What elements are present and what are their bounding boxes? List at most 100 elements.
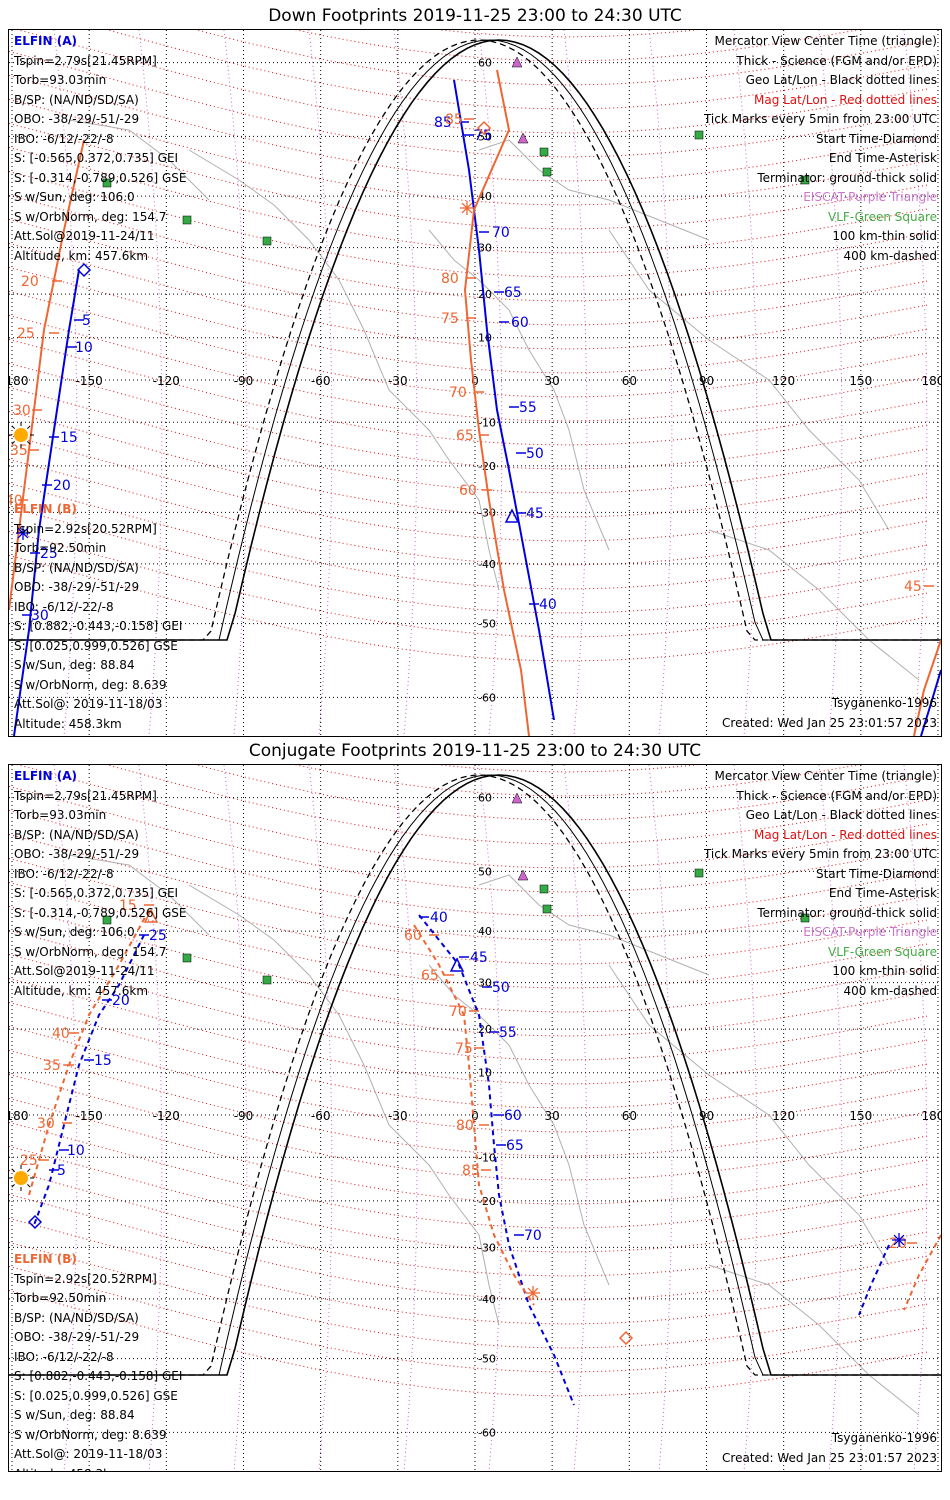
coastline <box>708 529 920 681</box>
vlf-square <box>539 147 549 157</box>
elfin-a-label: 25 <box>40 546 58 562</box>
model-label-conjugate: Tsyganenko-1996 <box>831 1431 937 1445</box>
coastline <box>68 119 210 201</box>
mag-meridian-line <box>478 765 503 1471</box>
lon-tick-label: 180 <box>9 1109 28 1123</box>
elfin-b-label: 80 <box>441 271 459 287</box>
elfin-b-info-line: S w/OrbNorm, deg: 8.639 <box>14 1427 167 1442</box>
model-label-down: Tsyganenko-1996 <box>831 696 937 710</box>
elfin-b-label: 35 <box>10 443 28 459</box>
vlf-square <box>102 178 112 188</box>
sun-ray <box>27 1184 31 1188</box>
elfin-a-header: ELFIN (A) <box>14 769 77 783</box>
mag-meridian-line <box>223 30 248 736</box>
elfin-b-label: 75 <box>441 311 459 327</box>
elfin-b-label: 45 <box>904 579 922 595</box>
elfin-a-label: 85 <box>434 115 452 131</box>
lon-tick-label: 0 <box>471 1109 479 1123</box>
elfin-b-info-line: S w/Sun, deg: 88.84 <box>14 1408 135 1422</box>
lon-tick-label: -120 <box>153 374 180 388</box>
elfin-a-label: 15 <box>60 430 78 446</box>
mag-meridian-line <box>393 30 418 736</box>
eiscat-triangle <box>511 792 523 804</box>
sun-ray <box>27 441 31 445</box>
elfin-a-info-line: S: [-0.565,0.372,0.735] GEI <box>14 886 179 900</box>
legend-item: Geo Lat/Lon - Black dotted lines <box>745 808 937 822</box>
lat-tick-label: 60 <box>478 57 492 70</box>
lon-tick-label: 60 <box>622 374 637 388</box>
legend-item: Thick - Science (FGM and/or EPD) <box>736 53 937 68</box>
lat-tick-label: -10 <box>478 1151 496 1164</box>
elfin-a-info-line: S w/OrbNorm, deg: 154.7 <box>14 209 167 224</box>
legend-item: Geo Lat/Lon - Black dotted lines <box>745 73 937 87</box>
elfin-a-label: 20 <box>112 993 130 1009</box>
elfin-a-label: 75 <box>474 128 492 144</box>
vlf-square <box>182 215 192 225</box>
legend-item: Terminator: ground-thick solid <box>757 170 937 185</box>
legend-item: VLF-Green Square <box>828 209 937 224</box>
coastline <box>478 874 710 976</box>
elfin-a-info-line: S: [-0.565,0.372,0.735] GEI <box>14 151 179 165</box>
legend-item: Mercator View Center Time (triangle) <box>714 769 937 783</box>
lon-tick-label: -60 <box>311 1109 331 1123</box>
elfin-b-info-line: Torb=92.50min <box>14 541 107 555</box>
sun-ray <box>27 1168 31 1172</box>
sun-ray <box>27 425 31 429</box>
start-diamond <box>27 1214 43 1230</box>
vlf-square <box>262 975 272 985</box>
elfin-b-label: 20 <box>21 274 39 290</box>
elfin-b-conj-track-east <box>903 1234 941 1311</box>
elfin-b-info-line: B/SP: (NA/ND/SD/SA) <box>14 1310 139 1325</box>
lon-tick-label: 120 <box>772 1109 795 1123</box>
elfin-a-label: 25 <box>149 928 167 944</box>
legend-item: Mag Lat/Lon - Red dotted lines <box>753 92 937 107</box>
legend-conjugate: Mercator View Center Time (triangle) Thic… <box>704 767 937 1001</box>
elfin-b-label: 65 <box>456 428 474 444</box>
sun-ray <box>11 425 15 429</box>
legend-item: Tick Marks every 5min from 23:00 UTC <box>703 112 937 126</box>
legend-item: EISCAT-Purple Triangle <box>803 190 937 204</box>
lat-tick-label: 40 <box>478 925 492 938</box>
legend-item: Start Time-Diamond <box>815 131 937 146</box>
elfin-b-label: 30 <box>13 403 31 419</box>
elfin-a-label: 10 <box>67 1143 85 1159</box>
start-diamond <box>476 120 492 136</box>
elfin-b-info-line: OBO: -38/-29/-51/-29 <box>14 580 140 594</box>
elfin-b-info-line: S: [0.025,0.999,0.526] GSE <box>14 638 178 653</box>
lat-tick-label: -50 <box>478 618 496 631</box>
end-asterisk <box>17 527 29 539</box>
eiscat-triangle <box>511 56 523 68</box>
elfin-b-label: 25 <box>20 1153 38 1169</box>
lat-tick-label: -30 <box>478 1241 496 1254</box>
elfin-b-info-line: S: [0.882,-0.443,-0.158] GEI <box>14 1369 183 1383</box>
down-footprints-map: 180 -150 -120 -90 -60 -30 0 30 60 90 120 150 180 70 60… <box>9 30 941 736</box>
elfin-a-info-line: B/SP: (NA/ND/SD/SA) <box>14 92 139 107</box>
lon-tick-label: 120 <box>772 374 795 388</box>
lon-tick-label: 0 <box>471 374 479 388</box>
lat-tick-label: -20 <box>478 1195 496 1208</box>
elfin-b-label: 80 <box>456 1118 474 1134</box>
elfin-a-info-line: Altitude, km: 457.6km <box>14 248 149 263</box>
vlf-square <box>542 904 552 914</box>
lat-tick-label: -60 <box>478 1426 496 1439</box>
vlf-square <box>102 915 112 925</box>
elfin-a-label: 70 <box>524 1228 542 1244</box>
legend-item: Thick - Science (FGM and/or EPD) <box>736 788 937 803</box>
map-panel-down: 180 -150 -120 -90 -60 -30 0 30 60 90 120 150 180 70 60… <box>8 29 942 737</box>
mag-meridian-line <box>733 765 758 1471</box>
elfin-b-info-line: S w/OrbNorm, deg: 8.639 <box>14 677 167 692</box>
elfin-a-label: 45 <box>526 506 544 522</box>
coastline <box>188 149 500 591</box>
elfin-a-info-line: Torb=93.03min <box>14 808 107 822</box>
legend-item: 400 km-dashed <box>843 983 937 998</box>
elfin-b-label: 60 <box>404 928 422 944</box>
terminator-curve <box>9 774 941 1376</box>
sun-ray <box>11 441 15 445</box>
elfin-b-info-line: B/SP: (NA/ND/SD/SA) <box>14 560 139 575</box>
lat-tick-label: -50 <box>478 1353 496 1366</box>
sun-marker <box>14 428 28 442</box>
mag-meridian-line <box>818 30 843 736</box>
elfin-a-info-line: S w/Sun, deg: 106.0 <box>14 190 135 204</box>
lon-tick-label: -150 <box>76 1109 103 1123</box>
lon-tick-label: 60 <box>622 1109 637 1123</box>
